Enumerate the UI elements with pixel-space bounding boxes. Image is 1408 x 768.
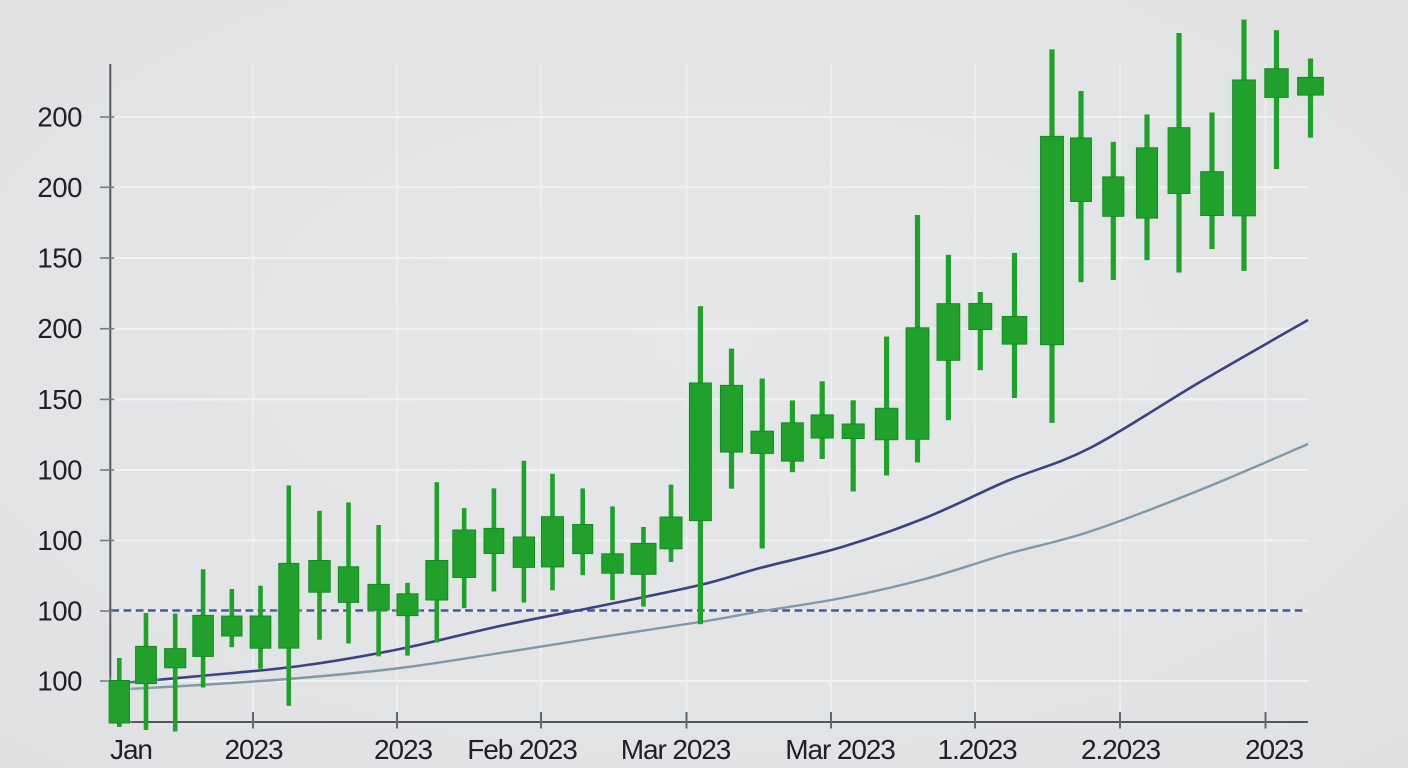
svg-text:2023: 2023 — [225, 734, 283, 765]
svg-text:Mar 2023: Mar 2023 — [785, 734, 895, 765]
svg-text:200: 200 — [37, 313, 82, 344]
svg-text:2023: 2023 — [1245, 734, 1303, 765]
svg-text:150: 150 — [37, 384, 82, 415]
svg-text:100: 100 — [37, 666, 82, 697]
svg-text:2023: 2023 — [374, 734, 432, 765]
svg-text:150: 150 — [37, 243, 82, 274]
svg-text:2.2023: 2.2023 — [1081, 734, 1161, 765]
svg-text:Jan: Jan — [110, 734, 152, 765]
svg-text:Feb 2023: Feb 2023 — [467, 734, 577, 765]
svg-text:200: 200 — [37, 102, 82, 133]
svg-text:1.2023: 1.2023 — [937, 734, 1017, 765]
svg-text:100: 100 — [37, 455, 82, 486]
svg-text:100: 100 — [37, 596, 82, 627]
svg-text:Mar 2023: Mar 2023 — [621, 734, 731, 765]
svg-text:200: 200 — [37, 172, 82, 203]
svg-text:100: 100 — [37, 525, 82, 556]
